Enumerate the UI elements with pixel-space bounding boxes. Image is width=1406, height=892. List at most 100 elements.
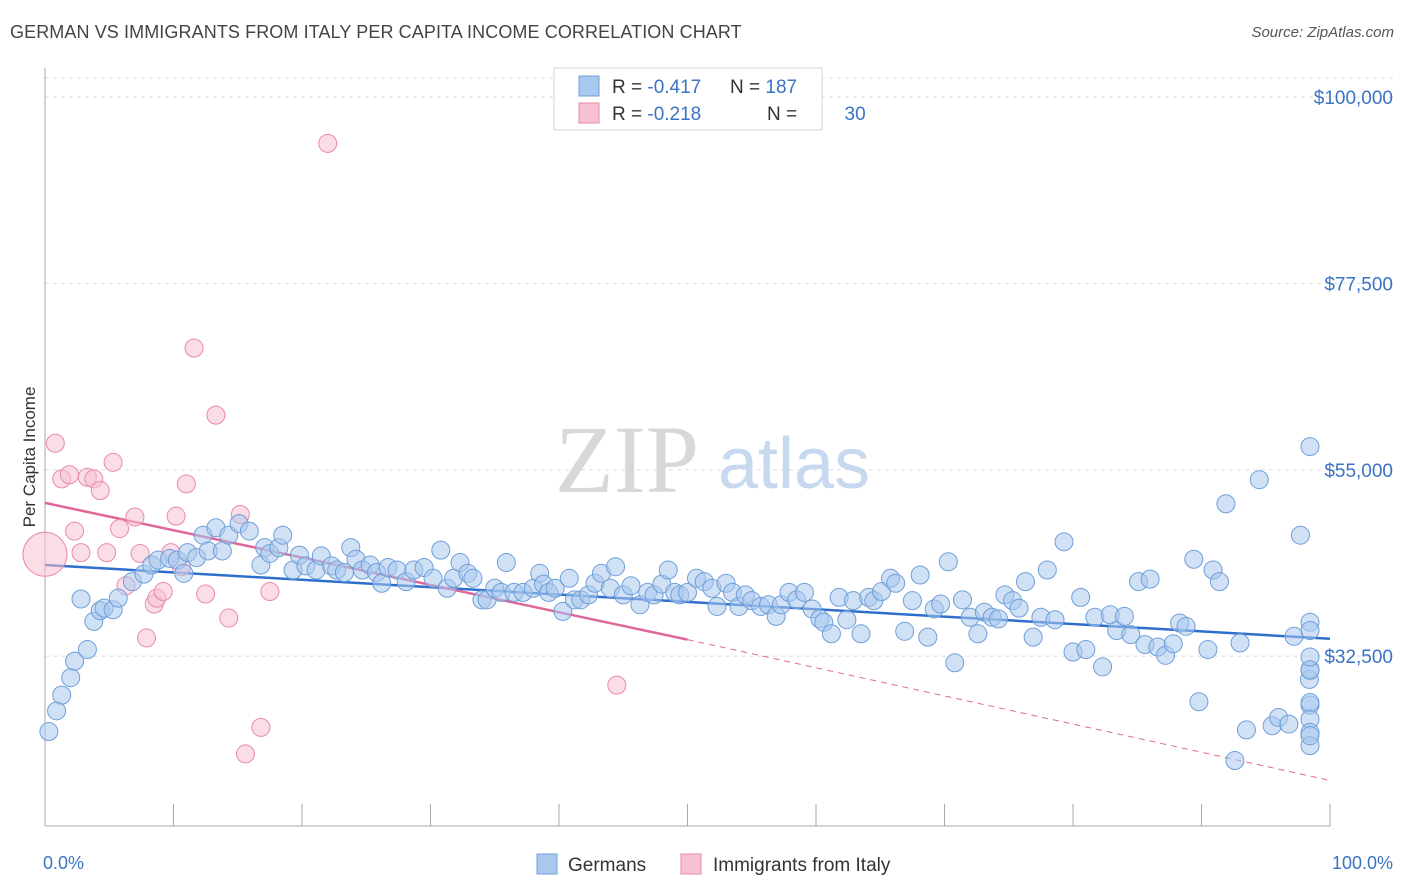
svg-text:R = -0.218: R = -0.218 <box>612 104 701 125</box>
italy-point <box>607 675 627 695</box>
german-point <box>1037 560 1057 580</box>
y-tick-label-1: $77,500 <box>1324 274 1393 295</box>
legend-swatch-germans <box>578 75 600 97</box>
german-point <box>902 591 922 611</box>
german-point <box>1093 657 1113 677</box>
y-axis-title: Per Capita Income <box>20 387 39 528</box>
x-tick-label-0: 0.0% <box>43 853 84 873</box>
italy-point <box>176 474 196 494</box>
italy-point <box>130 543 150 563</box>
y-tick-labels: $100,000 $77,500 $55,000 $32,500 <box>1314 88 1393 668</box>
german-point <box>1249 470 1269 490</box>
y-tick-label-0: $100,000 <box>1314 88 1393 109</box>
axes <box>44 68 1331 827</box>
italy-point <box>71 543 91 563</box>
german-point <box>1279 714 1299 734</box>
german-point <box>431 540 451 560</box>
german-point <box>1290 525 1310 545</box>
german-point <box>1300 726 1320 746</box>
y-tick-label-3: $32,500 <box>1324 647 1393 668</box>
german-point <box>918 627 938 647</box>
german-point <box>1198 640 1218 660</box>
legend-r-label-italy: R = <box>612 104 647 125</box>
bottom-legend-germans: Germans <box>568 855 646 876</box>
x-tick-label-1: 100.0% <box>1332 853 1393 873</box>
german-point <box>843 591 863 611</box>
svg-text:N = 187: N = 187 <box>730 77 797 98</box>
grid-lines <box>45 77 1393 657</box>
german-point <box>678 582 697 602</box>
german-point <box>1176 616 1196 636</box>
german-point <box>77 640 97 660</box>
italy-point <box>206 405 226 425</box>
german-point <box>239 521 259 541</box>
german-point <box>1225 751 1245 771</box>
italy-point <box>22 531 68 577</box>
italy-point <box>260 582 280 602</box>
legend-r-label-germans: R = <box>612 77 647 98</box>
watermark-atlas: atlas <box>718 424 870 504</box>
german-point <box>851 624 871 644</box>
german-point <box>707 596 727 616</box>
german-point <box>61 668 81 688</box>
german-point <box>886 573 906 593</box>
german-point <box>910 565 930 585</box>
german-point <box>794 582 814 602</box>
german-point <box>837 610 857 630</box>
german-point <box>1300 693 1320 713</box>
italy-point <box>90 480 110 500</box>
bottom-legend-swatch-germans <box>536 853 558 875</box>
german-point <box>952 590 972 610</box>
german-point <box>821 624 841 644</box>
german-point <box>1163 634 1183 654</box>
german-point <box>174 563 194 583</box>
german-point <box>108 588 128 608</box>
italy-point <box>137 628 157 648</box>
legend-n-label-italy: N = <box>767 104 802 125</box>
german-point <box>1114 606 1134 626</box>
italy-point <box>166 506 186 526</box>
german-point <box>621 576 641 596</box>
italy-point <box>251 717 271 737</box>
italy-point <box>59 465 79 485</box>
german-point <box>39 722 59 742</box>
german-point <box>988 609 1008 629</box>
legend-n-value-italy: 30 <box>839 104 865 125</box>
german-point <box>1009 598 1029 618</box>
watermark-zip: ZIP <box>555 406 699 513</box>
german-point <box>945 653 965 673</box>
german-point <box>1284 626 1304 646</box>
german-point <box>931 594 951 614</box>
italy-point <box>196 584 216 604</box>
legend-r-value-germans: -0.417 <box>647 77 701 98</box>
german-point <box>1140 569 1160 589</box>
german-point <box>1300 620 1320 640</box>
y-tick-label-2: $55,000 <box>1324 461 1393 482</box>
german-point <box>1054 532 1074 552</box>
german-point <box>1015 572 1035 592</box>
german-point <box>1300 437 1320 457</box>
italy-point <box>219 608 239 628</box>
top-legend: R = -0.417 N = 187 R = -0.218 N = 30 <box>553 67 866 131</box>
italy-point <box>45 433 65 453</box>
source-label: Source: ZipAtlas.com <box>1251 24 1394 41</box>
italy-point <box>235 744 255 764</box>
german-point <box>65 651 85 671</box>
bottom-legend-italy: Immigrants from Italy <box>713 855 891 876</box>
italy-point <box>97 543 117 563</box>
italy-point <box>184 338 204 358</box>
italy-point <box>103 452 123 472</box>
german-point <box>872 582 892 602</box>
german-point <box>1300 647 1320 667</box>
german-point <box>545 578 565 598</box>
series-germans-points <box>39 437 1320 771</box>
german-point <box>938 552 958 572</box>
german-point <box>1216 494 1236 514</box>
legend-n-value-germans: 187 <box>765 77 797 98</box>
german-point <box>1209 572 1229 592</box>
german-point <box>553 601 573 621</box>
german-point <box>1236 720 1256 740</box>
german-point <box>1184 549 1204 569</box>
watermark: ZIP atlas <box>555 406 870 513</box>
german-point <box>968 624 988 644</box>
